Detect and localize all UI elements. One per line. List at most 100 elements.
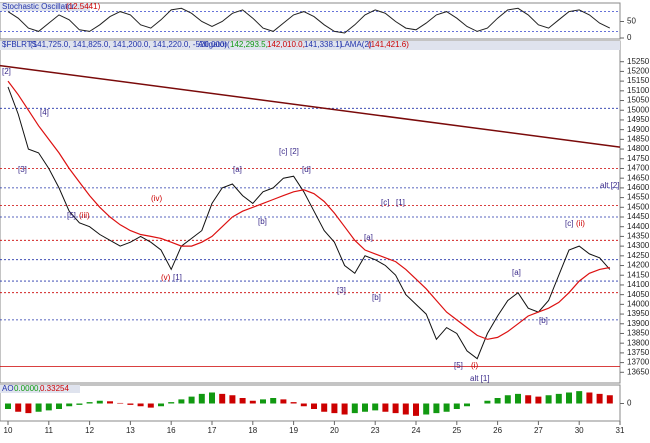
y-tick-label: 14000 bbox=[627, 299, 650, 308]
ao-bar bbox=[209, 392, 215, 404]
ao-bar bbox=[606, 395, 613, 404]
ao-bar bbox=[147, 403, 154, 408]
ao-bar bbox=[433, 403, 440, 414]
annotation: (i) bbox=[471, 361, 478, 370]
ao-bar bbox=[280, 399, 287, 404]
y-tick-label: 14100 bbox=[627, 280, 650, 289]
annotation: [1] bbox=[396, 198, 405, 207]
ao-bar bbox=[35, 403, 42, 412]
annotation: [3] bbox=[337, 286, 346, 295]
ao-bar bbox=[341, 403, 348, 415]
x-tick-label: 10 bbox=[4, 426, 13, 435]
ao-bar bbox=[321, 403, 328, 412]
annotation: [a] bbox=[233, 165, 242, 174]
x-tick-label: 31 bbox=[616, 426, 625, 435]
lama-name: LAMA(2) bbox=[340, 40, 372, 49]
annotation: [5] bbox=[67, 211, 76, 220]
x-tick-label: 26 bbox=[493, 426, 502, 435]
ao-bar bbox=[494, 398, 501, 404]
ao-bar bbox=[117, 402, 124, 404]
y-tick-label: 14600 bbox=[627, 183, 650, 192]
ao-bar bbox=[270, 398, 277, 404]
ao-bar bbox=[300, 403, 307, 407]
y-tick-label: 0 bbox=[627, 33, 632, 42]
alligator-name: Alligator bbox=[198, 40, 227, 49]
x-tick-label: 12 bbox=[85, 426, 94, 435]
ao-bar bbox=[229, 395, 236, 404]
annotation: [2] bbox=[290, 147, 299, 156]
x-tick-label: 25 bbox=[452, 426, 461, 435]
ao-bar bbox=[137, 403, 144, 407]
ao-bar bbox=[127, 403, 134, 405]
ao-bar bbox=[453, 403, 460, 409]
annotation: [4] bbox=[40, 108, 49, 117]
price-title: $FBLRTS bbox=[2, 40, 37, 49]
annotation: [2] bbox=[2, 67, 11, 76]
y-tick-label: 14950 bbox=[627, 115, 650, 124]
x-tick-label: 18 bbox=[248, 426, 257, 435]
stoch-header bbox=[0, 3, 90, 11]
y-tick-label: 13800 bbox=[627, 338, 650, 347]
x-tick-label: 27 bbox=[534, 426, 543, 435]
y-tick-label: 14250 bbox=[627, 251, 650, 260]
annotation: [a] bbox=[364, 233, 373, 242]
ao-bar bbox=[566, 392, 572, 404]
y-tick-label: 14200 bbox=[627, 261, 650, 270]
ao-bar bbox=[464, 403, 470, 407]
annotation: (v) bbox=[161, 273, 171, 282]
y-tick-label: 14050 bbox=[627, 290, 650, 299]
annotation: [b] bbox=[539, 316, 548, 325]
price-header bbox=[0, 41, 620, 50]
annotation: [c] bbox=[565, 219, 573, 228]
series-line bbox=[7, 86, 611, 360]
annotation: [c] bbox=[279, 147, 287, 156]
x-tick-label: 19 bbox=[289, 426, 298, 435]
ao-bar bbox=[25, 403, 32, 414]
ao-bar bbox=[76, 403, 83, 405]
ao-bar bbox=[545, 395, 552, 404]
ao-bar bbox=[86, 402, 93, 404]
lama-value: (141,421.6) bbox=[368, 40, 409, 49]
annotation: [d] bbox=[302, 165, 311, 174]
x-tick-label: 24 bbox=[412, 426, 421, 435]
annotation: [5] bbox=[454, 361, 463, 370]
y-tick-label: 15250 bbox=[627, 57, 650, 66]
annotation: [c] bbox=[381, 198, 389, 207]
ao-bar bbox=[443, 403, 450, 412]
ao-bar bbox=[188, 396, 195, 404]
ao-value: 0.0000, bbox=[14, 384, 41, 393]
ao-bar bbox=[56, 403, 62, 409]
x-tick-label: 30 bbox=[575, 426, 584, 435]
ao-bar bbox=[45, 403, 52, 411]
annotation: [a] bbox=[512, 268, 521, 277]
annotation: (iii) bbox=[79, 211, 90, 220]
alligator-value: 142,010.0, bbox=[267, 40, 305, 49]
series-line bbox=[7, 7, 611, 34]
ao-bar bbox=[5, 403, 11, 409]
y-tick-label: 13900 bbox=[627, 319, 650, 328]
x-tick-label: 16 bbox=[167, 426, 176, 435]
ao-bar bbox=[382, 403, 389, 412]
y-tick-label: 15000 bbox=[627, 105, 650, 114]
alligator-value: 142,293.5, bbox=[230, 40, 268, 49]
ao-bar bbox=[525, 395, 532, 404]
ao-bar bbox=[168, 402, 175, 404]
y-tick-label: 14300 bbox=[627, 241, 650, 250]
annotation: (iv) bbox=[151, 194, 162, 203]
ao-bar bbox=[596, 393, 603, 404]
trendline bbox=[0, 64, 621, 148]
annotation: [b] bbox=[258, 217, 267, 226]
y-tick-label: 14700 bbox=[627, 164, 650, 173]
ao-bar bbox=[260, 399, 266, 404]
y-tick-label: 15050 bbox=[627, 96, 650, 105]
y-tick-label: 14800 bbox=[627, 144, 650, 153]
ao-bar bbox=[331, 403, 338, 414]
y-tick-label: 13700 bbox=[627, 358, 650, 367]
ao-bar bbox=[555, 393, 562, 404]
annotation: [1] bbox=[173, 273, 182, 282]
y-tick-label: 14900 bbox=[627, 125, 650, 134]
ao-bar bbox=[198, 393, 205, 404]
ao-bar bbox=[413, 403, 419, 416]
ao-bar bbox=[239, 398, 246, 404]
